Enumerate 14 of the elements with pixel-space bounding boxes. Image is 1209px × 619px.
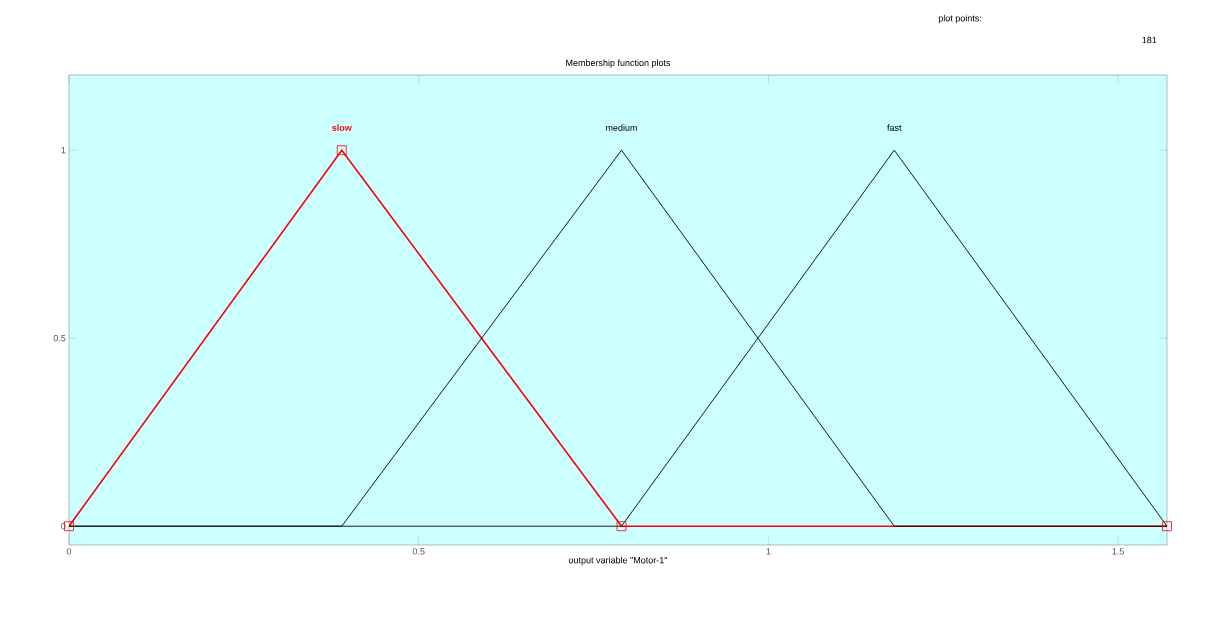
x-tick-label: 1 — [766, 548, 771, 555]
y-tick-label: 0 — [61, 523, 66, 530]
x-tick-label: 0.5 — [412, 548, 425, 555]
chart-title: Membership function plots — [566, 59, 671, 68]
text: fast — [887, 124, 902, 131]
x-tick-label: 1.5 — [1112, 548, 1124, 555]
x-tick-label: 0 — [66, 548, 72, 555]
series-label: slow — [332, 124, 352, 131]
y-tick-label: 0.5 — [53, 335, 66, 342]
y-tick-label: 1 — [61, 147, 66, 154]
x-axis-title: output variable "Motor-1" — [568, 556, 668, 566]
text: plot points: — [938, 14, 981, 24]
text: medium — [606, 124, 637, 131]
text: 181 — [1142, 36, 1157, 44]
